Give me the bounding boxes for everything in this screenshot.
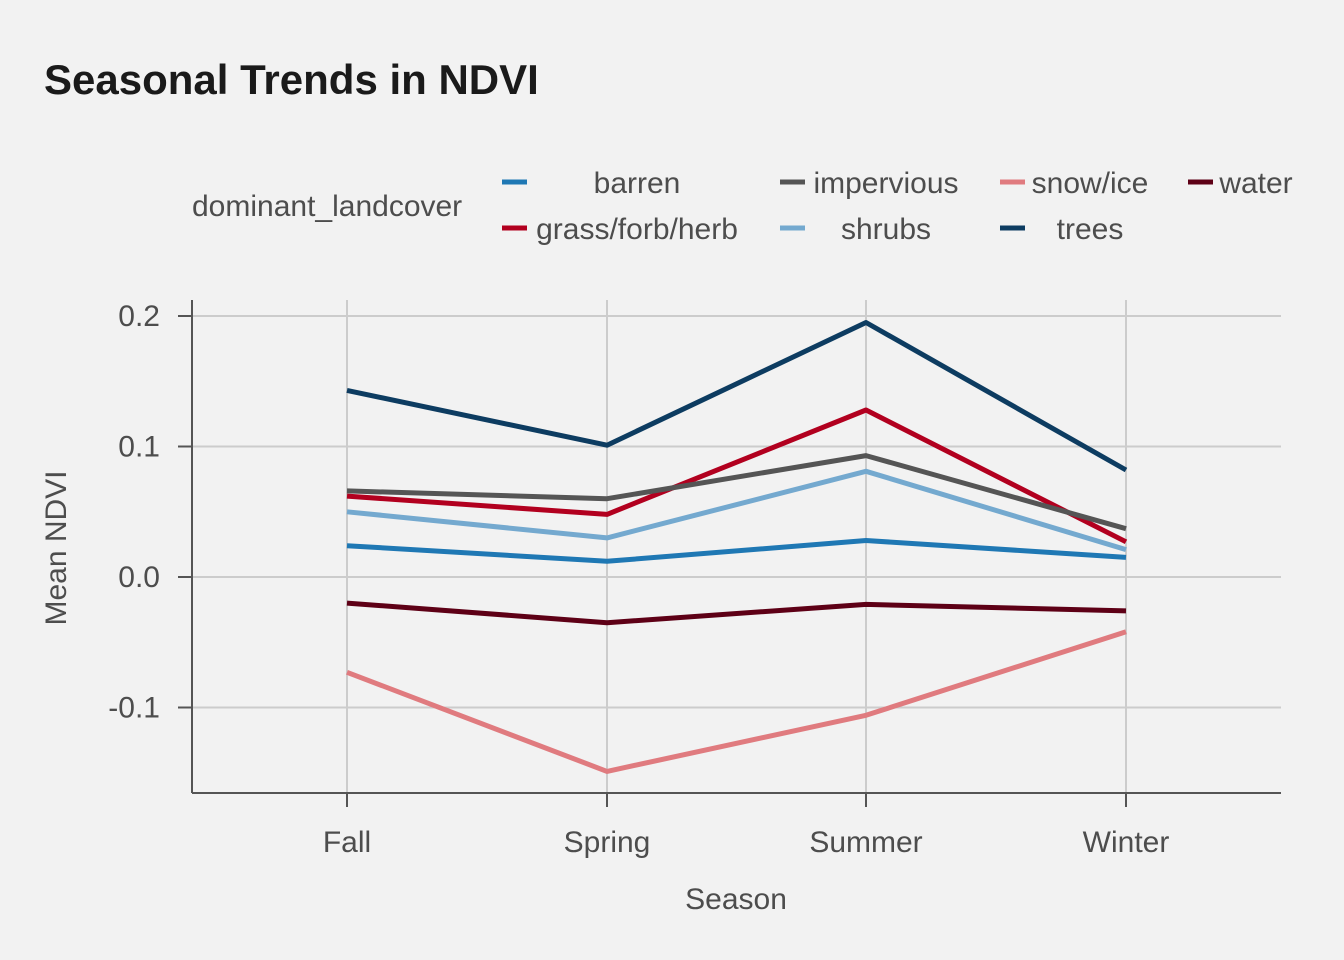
grid [192, 300, 1281, 793]
y-tick-label: -0.1 [108, 692, 160, 725]
x-axis-title: Season [685, 883, 787, 916]
legend-label-barren: barren [594, 167, 681, 200]
y-tick-label: 0.0 [118, 561, 160, 594]
series-line-shrubs [346, 468, 1127, 552]
legend-label-trees: trees [1057, 213, 1124, 246]
legend: barren impervious snow/ice water grass/forb/… [502, 167, 1293, 246]
series-line-impervious [346, 453, 1127, 532]
legend-label-water: water [1218, 167, 1292, 200]
y-axis-title: Mean NDVI [40, 470, 73, 625]
x-tick-label: Fall [323, 826, 371, 859]
legend-label-grass-forb-herb: grass/forb/herb [536, 213, 738, 246]
series-line-snow-ice [346, 629, 1127, 774]
legend-label-impervious: impervious [813, 167, 958, 200]
x-tick-label: Summer [809, 826, 922, 859]
y-tick-label: 0.2 [118, 300, 160, 333]
legend-label-shrubs: shrubs [841, 213, 931, 246]
series-lines [346, 320, 1128, 774]
series-line-grass-forb-herb [346, 407, 1128, 545]
series-line-barren [346, 538, 1127, 564]
axes: 0.2 0.1 0.0 -0.1 Fall Spring Summer Winter [108, 300, 1281, 859]
x-tick-label: Winter [1083, 826, 1170, 859]
y-tick-label: 0.1 [118, 431, 160, 464]
chart-title: Seasonal Trends in NDVI [44, 56, 539, 103]
series-line-trees [346, 320, 1128, 473]
legend-label-snow-ice: snow/ice [1032, 167, 1149, 200]
x-tick-label: Spring [564, 826, 651, 859]
series-line-water [346, 600, 1127, 626]
legend-title: dominant_landcover [192, 190, 462, 223]
